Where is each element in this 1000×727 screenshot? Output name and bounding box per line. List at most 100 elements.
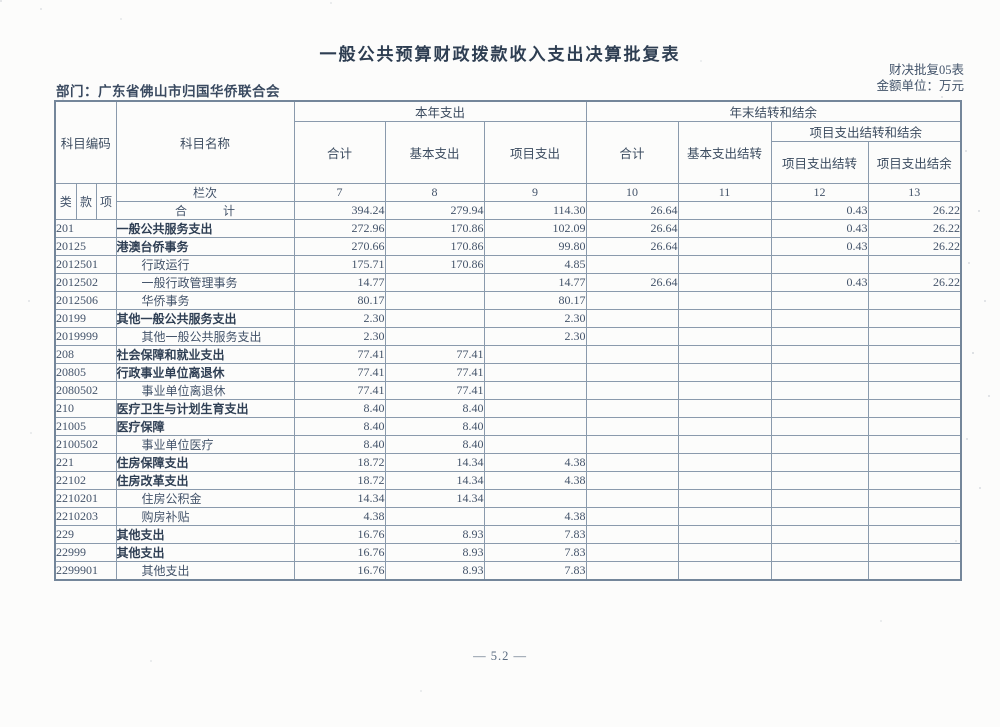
header-subgroup-row: 合计 基本支出 项目支出 合计 基本支出结转 项目支出结转和结余 (55, 121, 962, 184)
subject-code-cell: 20199 (54, 309, 117, 328)
value-cell (770, 561, 869, 581)
col-num-9: 9 (483, 183, 587, 202)
value-cell (677, 273, 772, 292)
value-cell: 0.43 (770, 219, 869, 238)
subject-name-cell: 事业单位医疗 (115, 435, 295, 454)
subject-code-cell: 2100502 (54, 435, 117, 454)
table-row: 22102 住房改革支出 18.72 14.34 4.38 (54, 471, 962, 490)
table-row: 229 其他支出 16.76 8.93 7.83 (54, 525, 962, 544)
value-cell: 4.38 (483, 453, 587, 472)
value-cell (677, 291, 772, 310)
table-row: 20125 港澳台侨事务 270.66 170.86 99.80 26.64 0… (54, 237, 962, 256)
value-cell: 102.09 (483, 219, 587, 238)
value-cell (867, 489, 962, 508)
value-cell (677, 237, 772, 256)
value-cell: 170.86 (384, 219, 485, 238)
table-body: 201 一般公共服务支出 272.96 170.86 102.09 26.64 … (54, 219, 962, 581)
value-cell: 4.85 (483, 255, 587, 274)
subject-name-cell: 住房保障支出 (115, 453, 295, 472)
subject-name-cell: 其他一般公共服务支出 (115, 327, 295, 346)
table-row: 2210201 住房公积金 14.34 14.34 (54, 489, 962, 508)
ye-basic-carry-header: 基本支出结转 (677, 121, 772, 184)
subject-code-cell: 2012506 (54, 291, 117, 310)
value-cell (770, 435, 869, 454)
subject-code-cell: 20805 (54, 363, 117, 382)
value-cell (770, 255, 869, 274)
value-cell (585, 381, 679, 400)
value-cell: 4.38 (483, 507, 587, 526)
value-cell (770, 417, 869, 436)
subject-code-cell: 229 (54, 525, 117, 544)
col-num-13: 13 (867, 183, 962, 202)
value-cell: 170.86 (384, 237, 485, 256)
value-cell: 14.34 (293, 489, 386, 508)
value-cell (770, 399, 869, 418)
value-cell: 26.22 (867, 219, 962, 238)
column-index-row: 类 款 项 栏次 7 8 9 10 11 12 13 (54, 183, 962, 220)
value-cell (585, 255, 679, 274)
ye-project-carry-header: 项目支出结转 (770, 141, 869, 184)
value-cell (770, 309, 869, 328)
item-col-header: 项 (95, 183, 117, 220)
table-row: 2019999 其他一般公共服务支出 2.30 2.30 (54, 327, 962, 346)
value-cell (867, 417, 962, 436)
value-cell (770, 381, 869, 400)
value-cell (677, 381, 772, 400)
header-group-row: 科目编码 科目名称 本年支出 年末结转和结余 (54, 100, 962, 184)
subject-code-cell: 2019999 (54, 327, 117, 346)
value-cell (585, 309, 679, 328)
budget-table: 科目编码 科目名称 本年支出 年末结转和结余 合计 基本支出 项目支出 合计 基… (54, 100, 963, 581)
total-label: 合 计 (115, 201, 295, 220)
value-cell (384, 273, 485, 292)
subject-code-header: 科目编码 (54, 100, 117, 184)
value-cell (867, 507, 962, 526)
value-cell (585, 543, 679, 562)
subject-name-cell: 其他支出 (115, 561, 295, 581)
value-cell: 8.40 (384, 399, 485, 418)
value-cell (867, 399, 962, 418)
ye-project-balance-header: 项目支出结余 (867, 141, 962, 184)
value-cell (585, 561, 679, 581)
value-cell: 270.66 (293, 237, 386, 256)
col-num-7: 7 (293, 183, 386, 202)
value-cell: 77.41 (293, 381, 386, 400)
subject-code-cell: 2210201 (54, 489, 117, 508)
value-cell (677, 561, 772, 581)
cy-total-header: 合计 (293, 121, 386, 184)
subject-code-cell: 21005 (54, 417, 117, 436)
value-cell (677, 543, 772, 562)
value-cell (867, 471, 962, 490)
form-number: 财决批复05表 (888, 63, 964, 77)
value-cell: 77.41 (384, 363, 485, 382)
table-row: 208 社会保障和就业支出 77.41 77.41 (54, 345, 962, 364)
value-cell (867, 543, 962, 562)
subject-code-cell: 2299901 (54, 561, 117, 581)
value-cell: 16.76 (293, 561, 386, 581)
year-end-group-header: 年末结转和结余 (585, 100, 962, 122)
subject-name-header: 科目名称 (115, 100, 295, 184)
subject-name-cell: 港澳台侨事务 (115, 237, 295, 256)
table-row: 20199 其他一般公共服务支出 2.30 2.30 (54, 309, 962, 328)
table-row: 210 医疗卫生与计划生育支出 8.40 8.40 (54, 399, 962, 418)
value-cell (677, 435, 772, 454)
value-cell (677, 363, 772, 382)
value-cell (770, 507, 869, 526)
value-cell: 8.40 (293, 417, 386, 436)
value-cell: 170.86 (384, 255, 485, 274)
value-cell (585, 435, 679, 454)
value-cell (677, 327, 772, 346)
value-cell: 16.76 (293, 543, 386, 562)
value-cell (483, 489, 587, 508)
col-num-10: 10 (585, 183, 679, 202)
value-cell (483, 345, 587, 364)
department-label: 部门：广东省佛山市归国华侨联合会 (56, 84, 280, 99)
subject-code-cell: 22102 (54, 471, 117, 490)
form-meta: 财决批复05表 金额单位：万元 (876, 62, 964, 94)
subject-code-cell: 208 (54, 345, 117, 364)
value-cell (483, 399, 587, 418)
page-number: — 5.2 — (473, 649, 527, 663)
grand-total-row: 合 计 394.24 279.94 114.30 26.64 0.43 26.2… (55, 201, 962, 220)
amount-unit-label: 金额单位：万元 (876, 79, 964, 93)
value-cell: 7.83 (483, 543, 587, 562)
value-cell: 8.40 (293, 435, 386, 454)
